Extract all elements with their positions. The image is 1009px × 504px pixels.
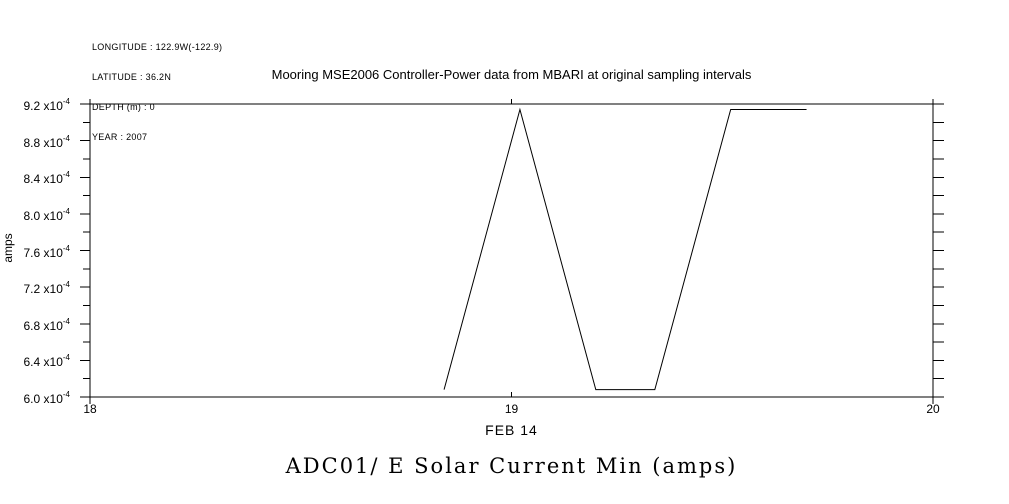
- y-tick-label: 6.0 x10-4: [0, 389, 71, 406]
- y-tick-value: 7.6 x10: [23, 245, 63, 260]
- y-tick-value: 9.2 x10: [23, 99, 63, 113]
- y-tick-value: 7.2 x10: [23, 282, 63, 297]
- y-tick-exponent: -4: [62, 133, 70, 143]
- y-tick-exponent: -4: [62, 170, 70, 180]
- y-tick-label: 6.8 x10-4: [0, 316, 71, 333]
- y-tick-label: 7.2 x10-4: [0, 279, 71, 297]
- y-tick-label: 6.4 x10-4: [0, 352, 71, 370]
- x-tick-label: 20: [926, 402, 940, 416]
- y-tick-exponent: -4: [62, 206, 70, 216]
- y-tick-value: 6.8 x10: [23, 318, 63, 333]
- station-metadata: LONGITUDE : 122.9W(-122.9) LATITUDE : 36…: [92, 22, 222, 162]
- metadata-latitude: LATITUDE : 36.2N: [92, 72, 172, 82]
- chart-title: Mooring MSE2006 Controller-Power data fr…: [271, 67, 752, 82]
- plot-caption: ADC01/ E Solar Current Min (amps): [285, 454, 738, 478]
- y-tick-label: 7.6 x10-4: [0, 243, 71, 260]
- y-tick-value: 8.0 x10: [23, 208, 63, 223]
- data-line: [443, 107, 807, 391]
- metadata-longitude: LONGITUDE : 122.9W(-122.9): [92, 42, 223, 52]
- x-axis-date-label: FEB 14: [485, 422, 538, 438]
- y-tick-exponent: -4: [62, 353, 70, 363]
- metadata-year: YEAR : 2007: [92, 132, 148, 142]
- y-tick-value: 6.4 x10: [23, 355, 63, 370]
- y-tick-value: 8.4 x10: [23, 172, 63, 187]
- x-tick-label: 18: [83, 402, 97, 416]
- y-tick-label: 8.0 x10-4: [0, 206, 71, 223]
- y-tick-exponent: -4: [62, 390, 70, 399]
- metadata-depth: DEPTH (m) : 0: [92, 102, 155, 112]
- y-tick-value: 6.0 x10: [23, 392, 63, 406]
- y-tick-value: 8.8 x10: [23, 135, 63, 150]
- y-tick-label: 8.8 x10-4: [0, 133, 71, 150]
- x-tick-label: 19: [504, 402, 519, 416]
- y-tick-label: 8.4 x10-4: [0, 169, 71, 187]
- y-tick-exponent: -4: [62, 243, 70, 253]
- y-tick-label: 9.2 x10-4: [0, 96, 71, 113]
- y-tick-exponent: -4: [62, 280, 70, 290]
- y-tick-exponent: -4: [62, 97, 70, 106]
- y-tick-exponent: -4: [62, 316, 70, 326]
